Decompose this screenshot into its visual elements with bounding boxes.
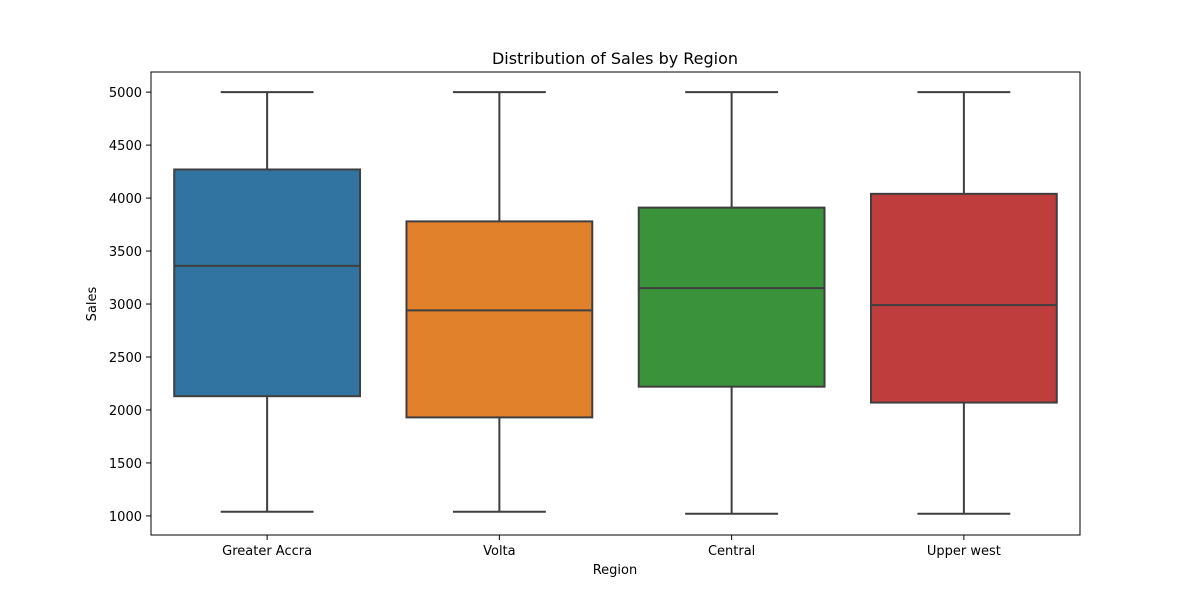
y-tick-label: 3500 — [109, 245, 142, 260]
y-tick-label: 2000 — [109, 404, 142, 419]
y-tick-label: 3000 — [109, 298, 142, 313]
box-group — [869, 91, 1058, 515]
y-tick-label: 2500 — [109, 351, 142, 366]
iqr-box — [637, 206, 826, 388]
iqr-box — [405, 220, 594, 419]
chart-title: Distribution of Sales by Region — [492, 49, 738, 68]
y-axis: 1000 1500 2000 2500 3000 3500 4000 4500 5000 — [109, 86, 151, 525]
x-tick-label: Upper west — [927, 544, 1001, 559]
x-axis-label: Region — [593, 563, 638, 578]
y-tick-label: 5000 — [109, 86, 142, 101]
y-tick-label: 1000 — [109, 510, 142, 525]
x-axis: Greater Accra Volta Central Upper west — [222, 535, 1001, 559]
y-axis-label: Sales — [85, 286, 100, 321]
iqr-box — [869, 192, 1058, 404]
x-tick-label: Volta — [483, 544, 516, 559]
box-group — [637, 91, 826, 515]
plot-frame — [150, 71, 1081, 536]
x-tick-label: Central — [708, 544, 755, 559]
iqr-box — [173, 168, 362, 398]
y-tick-label: 1500 — [109, 457, 142, 472]
boxes-layer — [173, 91, 1058, 515]
x-tick-label: Greater Accra — [222, 544, 312, 559]
box-group — [173, 91, 362, 513]
box-group — [405, 91, 594, 513]
y-tick-label: 4000 — [109, 192, 142, 207]
y-tick-label: 4500 — [109, 139, 142, 154]
